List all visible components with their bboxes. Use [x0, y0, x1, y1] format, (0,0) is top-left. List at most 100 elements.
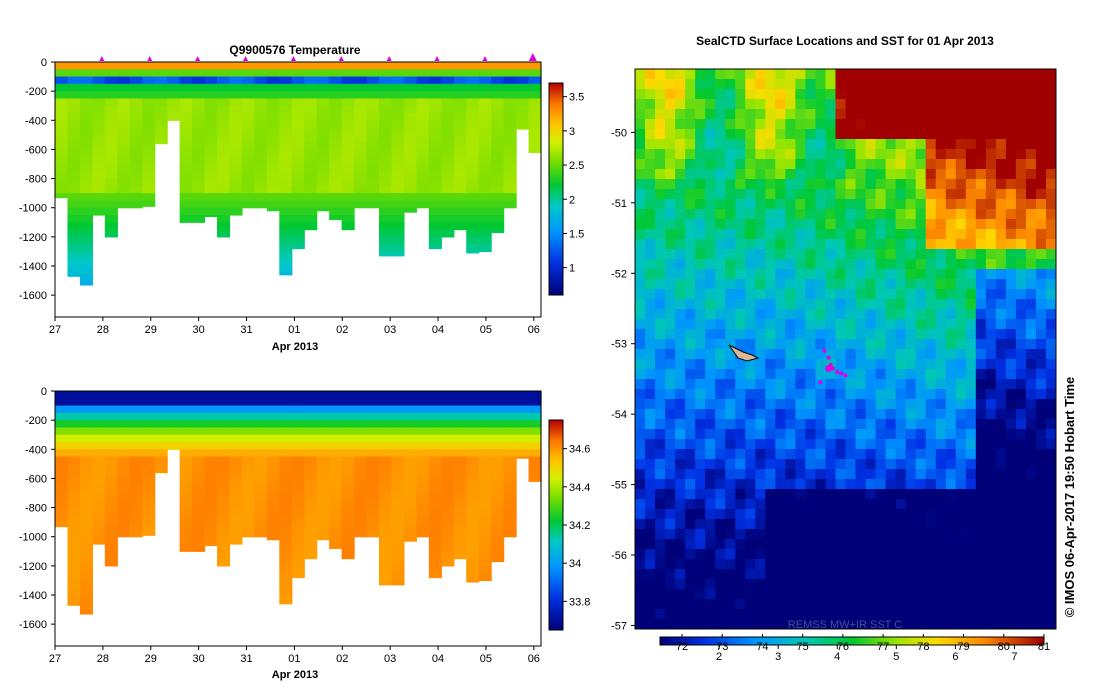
sst-cell [685, 299, 696, 310]
sst-cell [1035, 449, 1047, 460]
sst-cell [835, 619, 846, 629]
section-cell [142, 120, 156, 129]
section-cell [67, 522, 81, 531]
sst-cell [755, 229, 766, 240]
sst-cell [995, 249, 1007, 260]
sst-cell [805, 469, 816, 480]
sst-cell [895, 459, 907, 470]
section-cell [55, 398, 69, 407]
sst-cell [785, 579, 796, 590]
sst-cell [675, 599, 686, 610]
section-cell [241, 478, 255, 487]
section-cell [304, 522, 318, 531]
sst-cell [665, 399, 676, 410]
sst-cell [635, 499, 646, 510]
sst-cell [935, 179, 947, 190]
section-cell [241, 485, 255, 494]
section-cell [491, 456, 505, 465]
section-cell [466, 558, 480, 567]
sst-cell [725, 559, 736, 570]
section-cell [92, 478, 106, 487]
sst-cell [925, 409, 937, 420]
section-cell [428, 105, 442, 114]
section-cell [478, 91, 492, 100]
sst-cell [845, 129, 857, 140]
section-cell [329, 193, 343, 202]
sst-cell [1005, 179, 1017, 190]
section-cell [304, 91, 318, 100]
section-cell [391, 98, 405, 107]
section-cell [379, 98, 393, 107]
sst-cell [815, 499, 826, 510]
sst-cell [795, 109, 806, 120]
section-cell [92, 142, 106, 151]
section-cell [79, 587, 93, 596]
section-cell [391, 500, 405, 509]
section-cell [329, 76, 343, 85]
section-cell [204, 134, 218, 143]
sst-cell [1005, 559, 1017, 570]
section-cell [379, 229, 393, 238]
section-cell [92, 471, 106, 480]
section-cell [491, 427, 505, 436]
section-cell [478, 244, 492, 253]
section-cell [104, 171, 118, 180]
sst-cell [1005, 189, 1017, 200]
section-cell [266, 185, 280, 194]
section-cell [129, 142, 143, 151]
sst-cell [695, 179, 706, 190]
section-cell [129, 156, 143, 165]
sst-cell [805, 79, 816, 90]
sst-cell [1025, 129, 1037, 140]
sst-cell [745, 569, 756, 580]
section-cell [92, 113, 106, 121]
sst-cell [885, 289, 897, 300]
section-cell [67, 200, 81, 209]
sst-cell [705, 499, 716, 510]
section-cell [441, 405, 455, 414]
sst-cell [845, 329, 857, 340]
section-cell [403, 98, 417, 107]
sst-cell [665, 89, 676, 100]
sst-cell [995, 209, 1007, 220]
section-cell [117, 500, 131, 509]
section-cell [354, 463, 368, 472]
sst-cell [855, 79, 867, 90]
seal-track-point [835, 369, 840, 374]
sst-cell [895, 299, 907, 310]
section-cell [104, 434, 118, 443]
sst-cell [915, 589, 927, 600]
sst-cell [775, 239, 786, 250]
section-cell [241, 471, 255, 480]
section-cell [428, 62, 442, 70]
section-cell [179, 391, 193, 399]
sst-cell [895, 499, 907, 510]
section-cell [204, 522, 218, 531]
sst-cell [865, 539, 877, 550]
section-cell [79, 522, 93, 531]
section-cell [428, 456, 442, 465]
sst-cell [935, 589, 947, 600]
sst-cell [685, 169, 696, 180]
section-cell [179, 83, 193, 92]
sst-cell [995, 569, 1007, 580]
section-cell [217, 229, 231, 238]
section-cell [129, 127, 143, 136]
section-cell [229, 412, 243, 421]
colorbar-tick-label: 34.2 [569, 520, 590, 532]
section-cell [503, 91, 517, 100]
sst-cell [1025, 99, 1037, 110]
section-cell [316, 507, 330, 516]
section-cell [304, 113, 318, 121]
sst-cell [685, 79, 696, 90]
section-cell [516, 420, 530, 429]
sst-cell [1005, 529, 1017, 540]
section-cell [503, 193, 517, 202]
sst-cell [1025, 519, 1037, 530]
section-cell [416, 522, 430, 531]
section-cell [416, 405, 430, 414]
sst-cell [735, 459, 746, 470]
depth-tick-label: -1000 [19, 203, 47, 215]
section-cell [142, 127, 156, 136]
section-cell [129, 478, 143, 487]
